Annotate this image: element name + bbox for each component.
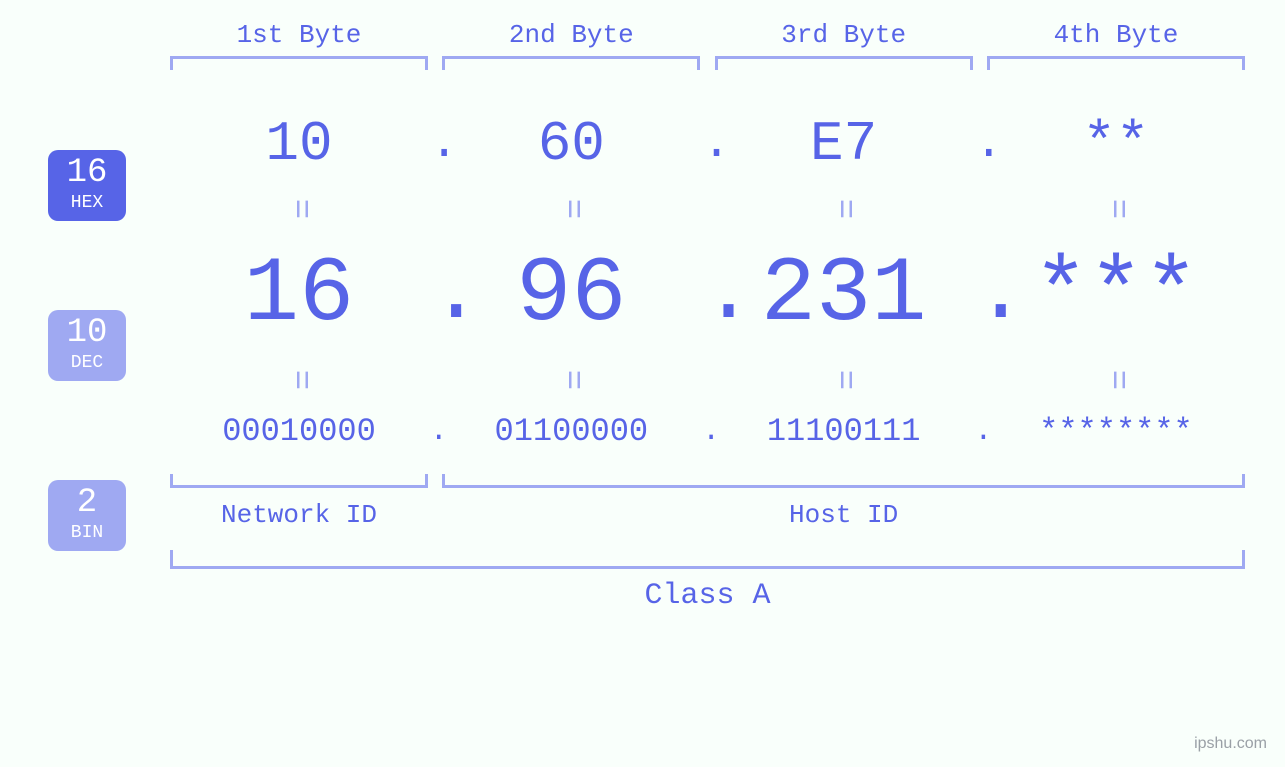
- equals-icon: =: [1097, 199, 1135, 219]
- badge-hex-num: 16: [48, 156, 126, 192]
- dec-byte-2: 96: [442, 242, 700, 347]
- diagram: 1st Byte 2nd Byte 3rd Byte 4th Byte 10 .…: [170, 20, 1245, 613]
- byte-label-1: 1st Byte: [170, 20, 428, 50]
- eq-row-1: = = = =: [170, 190, 1245, 228]
- hex-byte-1: 10: [170, 112, 428, 176]
- bin-byte-2: 01100000: [442, 413, 700, 450]
- equals-icon: =: [1097, 370, 1135, 390]
- dot: .: [974, 245, 985, 344]
- network-host-brackets: [170, 474, 1245, 492]
- equals-icon: =: [552, 199, 590, 219]
- dec-byte-3: 231: [715, 242, 973, 347]
- bin-byte-3: 11100111: [715, 413, 973, 450]
- network-id-label: Network ID: [170, 500, 428, 530]
- watermark: ipshu.com: [1194, 735, 1267, 753]
- equals-icon: =: [825, 199, 863, 219]
- byte-label-4: 4th Byte: [987, 20, 1245, 50]
- hex-byte-3: E7: [715, 112, 973, 176]
- bin-byte-1: 00010000: [170, 413, 428, 450]
- hex-byte-2: 60: [442, 112, 700, 176]
- dot: .: [430, 117, 441, 171]
- equals-icon: =: [552, 370, 590, 390]
- top-brackets: [170, 56, 1245, 76]
- equals-icon: =: [825, 370, 863, 390]
- equals-icon: =: [280, 199, 318, 219]
- dot: .: [430, 415, 441, 449]
- row-dec: 16 . 96 . 231 . ***: [170, 242, 1245, 347]
- host-id-label: Host ID: [442, 500, 1245, 530]
- badge-bin-num: 2: [48, 486, 126, 522]
- class-bracket: [170, 550, 1245, 569]
- badge-dec-txt: DEC: [48, 354, 126, 373]
- badge-bin: 2 BIN: [48, 480, 126, 551]
- dot: .: [974, 117, 985, 171]
- bottom-section: Network ID Host ID Class A: [170, 474, 1245, 613]
- row-bin: 00010000 . 01100000 . 11100111 . *******…: [170, 413, 1245, 450]
- badge-hex-txt: HEX: [48, 194, 126, 213]
- badge-hex: 16 HEX: [48, 150, 126, 221]
- dot: .: [974, 415, 985, 449]
- bin-byte-4: ********: [987, 413, 1245, 450]
- hex-byte-4: **: [987, 112, 1245, 176]
- dot: .: [430, 245, 441, 344]
- dec-byte-1: 16: [170, 242, 428, 347]
- badge-dec: 10 DEC: [48, 310, 126, 381]
- eq-row-2: = = = =: [170, 361, 1245, 399]
- badge-bin-txt: BIN: [48, 524, 126, 543]
- dot: .: [702, 245, 713, 344]
- byte-headers: 1st Byte 2nd Byte 3rd Byte 4th Byte: [170, 20, 1245, 50]
- dec-byte-4: ***: [987, 242, 1245, 347]
- byte-label-3: 3rd Byte: [715, 20, 973, 50]
- dot: .: [702, 117, 713, 171]
- class-label: Class A: [170, 579, 1245, 613]
- dot: .: [702, 415, 713, 449]
- row-hex: 10 . 60 . E7 . **: [170, 112, 1245, 176]
- network-host-labels: Network ID Host ID: [170, 500, 1245, 530]
- byte-label-2: 2nd Byte: [442, 20, 700, 50]
- badge-dec-num: 10: [48, 316, 126, 352]
- equals-icon: =: [280, 370, 318, 390]
